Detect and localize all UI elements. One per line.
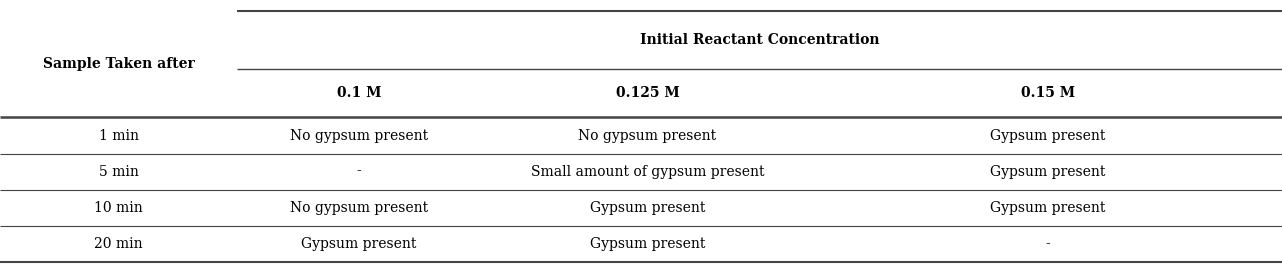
Text: No gypsum present: No gypsum present bbox=[290, 201, 428, 215]
Text: Small amount of gypsum present: Small amount of gypsum present bbox=[531, 164, 764, 179]
Text: -: - bbox=[1046, 237, 1050, 251]
Text: No gypsum present: No gypsum present bbox=[578, 128, 717, 143]
Text: Gypsum present: Gypsum present bbox=[991, 128, 1105, 143]
Text: Initial Reactant Concentration: Initial Reactant Concentration bbox=[640, 33, 879, 47]
Text: Gypsum present: Gypsum present bbox=[590, 237, 705, 251]
Text: 1 min: 1 min bbox=[99, 128, 138, 143]
Text: Gypsum present: Gypsum present bbox=[301, 237, 417, 251]
Text: 0.1 M: 0.1 M bbox=[337, 87, 381, 100]
Text: Gypsum present: Gypsum present bbox=[991, 201, 1105, 215]
Text: Gypsum present: Gypsum present bbox=[590, 201, 705, 215]
Text: No gypsum present: No gypsum present bbox=[290, 128, 428, 143]
Text: Gypsum present: Gypsum present bbox=[991, 164, 1105, 179]
Text: 10 min: 10 min bbox=[94, 201, 144, 215]
Text: 5 min: 5 min bbox=[99, 164, 138, 179]
Text: 0.15 M: 0.15 M bbox=[1020, 87, 1076, 100]
Text: Sample Taken after: Sample Taken after bbox=[42, 57, 195, 71]
Text: 0.125 M: 0.125 M bbox=[615, 87, 679, 100]
Text: 20 min: 20 min bbox=[95, 237, 142, 251]
Text: -: - bbox=[356, 164, 362, 179]
